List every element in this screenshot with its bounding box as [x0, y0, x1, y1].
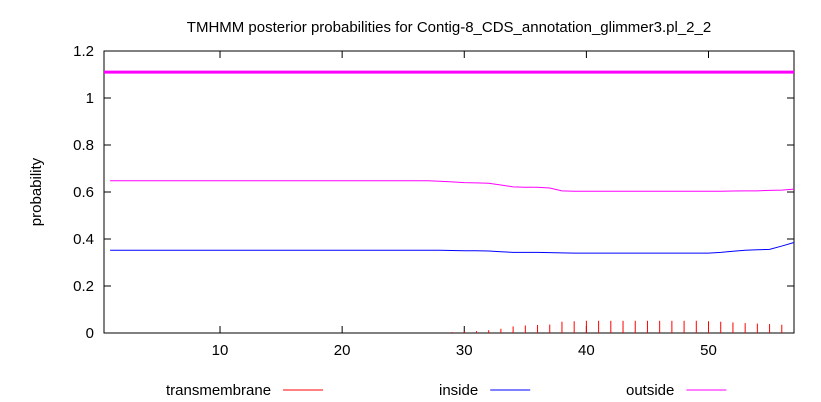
chart-title: TMHMM posterior probabilities for Contig… [187, 19, 711, 36]
legend-label-transmembrane: transmembrane [166, 382, 271, 399]
x-tick-label: 20 [334, 342, 351, 359]
legend-label-inside: inside [439, 382, 478, 399]
y-tick-label: 0.2 [73, 278, 94, 295]
y-tick-label: 1.2 [73, 43, 94, 60]
y-axis-label: probability [28, 157, 45, 226]
y-tick-label: 0.6 [73, 184, 94, 201]
x-tick-label: 40 [578, 342, 595, 359]
x-tick-label: 50 [700, 342, 717, 359]
x-tick-label: 10 [212, 342, 229, 359]
legend-label-outside: outside [626, 382, 674, 399]
x-tick-label: 30 [456, 342, 473, 359]
inside-line [110, 242, 795, 254]
plot-frame [103, 50, 795, 334]
y-tick-label: 0.4 [73, 231, 94, 248]
outside-line [110, 180, 795, 192]
plot-area: 0 0.2 0.4 0.6 0.8 1 1.2 10 20 30 40 50 [73, 43, 795, 359]
y-tick-label: 0 [86, 325, 94, 342]
legend: transmembrane inside outside [166, 382, 727, 399]
y-tick-label: 0.8 [73, 137, 94, 154]
y-tick-label: 1 [86, 90, 94, 107]
